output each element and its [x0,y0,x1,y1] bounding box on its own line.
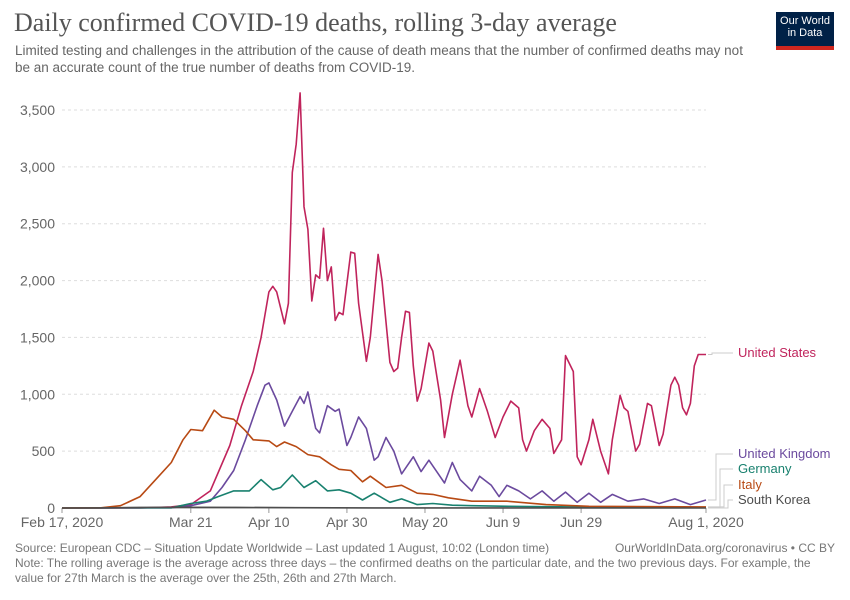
line-chart: 0 500 1,000 1,500 2,000 2,500 3,000 3,500 Feb 17… [20,92,831,530]
source-link[interactable]: OurWorldInData.org/coronavirus • CC BY [614,541,835,555]
legend-label[interactable]: Germany [738,461,792,476]
owid-logo[interactable]: Our World in Data [776,12,834,50]
legend-connector [708,468,733,508]
legend-connector [708,484,733,508]
source-text: Source: European CDC – Situation Update … [15,541,550,555]
x-tick-label: Mar 21 [169,514,213,530]
chart-subtitle: Limited testing and challenges in the at… [15,43,743,75]
series-line-germany[interactable] [61,474,707,509]
series-line-italy[interactable] [61,409,707,509]
chart-title: Daily confirmed COVID-19 deaths, rolling… [14,8,617,37]
legend-connector [708,352,733,355]
footer: Source: European CDC – Situation Update … [15,541,835,586]
series-line-united-states[interactable] [62,92,706,509]
y-tick-label: 2,500 [20,216,55,232]
y-tick-label: 1,500 [20,329,55,345]
x-tick-label: Jun 9 [486,514,520,530]
y-tick-label: 1,000 [20,386,55,402]
x-tick-label: Aug 1, 2020 [668,514,744,530]
y-tick-label: 3,500 [20,102,55,118]
legend-label[interactable]: Italy [738,477,762,492]
logo-line2: in Data [787,27,823,39]
x-tick-label: Apr 10 [248,514,289,530]
x-tick-label: Jun 29 [560,514,602,530]
legend-label[interactable]: South Korea [738,492,811,507]
note-text: Note: The rolling average is the average… [15,556,811,585]
y-tick-label: 2,000 [20,273,55,289]
legend-connector [708,499,733,509]
legend-connector [708,453,733,501]
series-line-united-kingdom[interactable] [61,382,707,509]
y-tick-label: 500 [32,443,56,459]
x-tick-label: May 20 [402,514,448,530]
series-line-south-korea[interactable] [61,506,707,509]
logo-line1: Our World [780,15,830,27]
legend-label[interactable]: United States [738,345,817,360]
x-tick-label: Apr 30 [326,514,367,530]
x-tick-label: Feb 17, 2020 [21,514,104,530]
legend-label[interactable]: United Kingdom [738,446,831,461]
y-tick-label: 3,000 [20,159,55,175]
y-tick-label: 0 [47,500,55,516]
